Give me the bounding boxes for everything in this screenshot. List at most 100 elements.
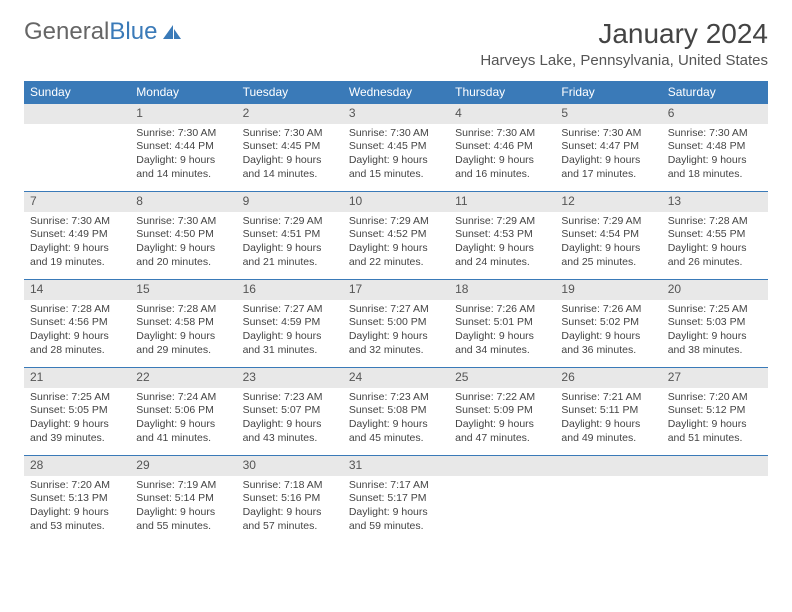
day-number: 10 <box>343 192 449 212</box>
daylight-line: Daylight: 9 hours and 59 minutes. <box>349 506 443 533</box>
sunset-line: Sunset: 5:17 PM <box>349 492 443 506</box>
day-number: 19 <box>555 280 661 300</box>
daylight-line: Daylight: 9 hours and 57 minutes. <box>243 506 337 533</box>
day-details: Sunrise: 7:19 AMSunset: 5:14 PMDaylight:… <box>130 476 236 540</box>
sunset-line: Sunset: 5:14 PM <box>136 492 230 506</box>
sunset-line: Sunset: 4:59 PM <box>243 316 337 330</box>
calendar-day-cell: 16Sunrise: 7:27 AMSunset: 4:59 PMDayligh… <box>237 280 343 368</box>
day-details: Sunrise: 7:30 AMSunset: 4:45 PMDaylight:… <box>343 124 449 188</box>
calendar-day-cell: 17Sunrise: 7:27 AMSunset: 5:00 PMDayligh… <box>343 280 449 368</box>
day-details: Sunrise: 7:27 AMSunset: 4:59 PMDaylight:… <box>237 300 343 364</box>
calendar-day-cell: 23Sunrise: 7:23 AMSunset: 5:07 PMDayligh… <box>237 368 343 456</box>
day-details: Sunrise: 7:29 AMSunset: 4:54 PMDaylight:… <box>555 212 661 276</box>
sunrise-line: Sunrise: 7:29 AM <box>455 215 549 229</box>
day-details: Sunrise: 7:30 AMSunset: 4:45 PMDaylight:… <box>237 124 343 188</box>
weekday-header: Sunday <box>24 81 130 104</box>
calendar-day-cell: 26Sunrise: 7:21 AMSunset: 5:11 PMDayligh… <box>555 368 661 456</box>
calendar-day-cell: 9Sunrise: 7:29 AMSunset: 4:51 PMDaylight… <box>237 192 343 280</box>
daylight-line: Daylight: 9 hours and 28 minutes. <box>30 330 124 357</box>
sunrise-line: Sunrise: 7:27 AM <box>243 303 337 317</box>
day-details: Sunrise: 7:27 AMSunset: 5:00 PMDaylight:… <box>343 300 449 364</box>
sunrise-line: Sunrise: 7:20 AM <box>30 479 124 493</box>
day-number: 2 <box>237 104 343 124</box>
daylight-line: Daylight: 9 hours and 47 minutes. <box>455 418 549 445</box>
calendar-day-cell: 12Sunrise: 7:29 AMSunset: 4:54 PMDayligh… <box>555 192 661 280</box>
day-number: 30 <box>237 456 343 476</box>
calendar-day-cell: 21Sunrise: 7:25 AMSunset: 5:05 PMDayligh… <box>24 368 130 456</box>
sunrise-line: Sunrise: 7:26 AM <box>561 303 655 317</box>
day-details: Sunrise: 7:24 AMSunset: 5:06 PMDaylight:… <box>130 388 236 452</box>
calendar-day-cell: 6Sunrise: 7:30 AMSunset: 4:48 PMDaylight… <box>662 104 768 192</box>
sunrise-line: Sunrise: 7:29 AM <box>349 215 443 229</box>
day-details: Sunrise: 7:17 AMSunset: 5:17 PMDaylight:… <box>343 476 449 540</box>
sunrise-line: Sunrise: 7:29 AM <box>243 215 337 229</box>
calendar-week-row: 7Sunrise: 7:30 AMSunset: 4:49 PMDaylight… <box>24 192 768 280</box>
sunrise-line: Sunrise: 7:24 AM <box>136 391 230 405</box>
day-number: 21 <box>24 368 130 388</box>
day-details: Sunrise: 7:29 AMSunset: 4:51 PMDaylight:… <box>237 212 343 276</box>
calendar-day-cell: 3Sunrise: 7:30 AMSunset: 4:45 PMDaylight… <box>343 104 449 192</box>
sunrise-line: Sunrise: 7:27 AM <box>349 303 443 317</box>
calendar-day-cell: 7Sunrise: 7:30 AMSunset: 4:49 PMDaylight… <box>24 192 130 280</box>
calendar-day-cell: 1Sunrise: 7:30 AMSunset: 4:44 PMDaylight… <box>130 104 236 192</box>
day-number: 15 <box>130 280 236 300</box>
day-details: Sunrise: 7:30 AMSunset: 4:49 PMDaylight:… <box>24 212 130 276</box>
weekday-header-row: SundayMondayTuesdayWednesdayThursdayFrid… <box>24 81 768 104</box>
daylight-line: Daylight: 9 hours and 20 minutes. <box>136 242 230 269</box>
sunrise-line: Sunrise: 7:20 AM <box>668 391 762 405</box>
day-details: Sunrise: 7:20 AMSunset: 5:13 PMDaylight:… <box>24 476 130 540</box>
sunrise-line: Sunrise: 7:30 AM <box>561 127 655 141</box>
day-details: Sunrise: 7:28 AMSunset: 4:56 PMDaylight:… <box>24 300 130 364</box>
day-number: 17 <box>343 280 449 300</box>
day-number: 27 <box>662 368 768 388</box>
daylight-line: Daylight: 9 hours and 29 minutes. <box>136 330 230 357</box>
daylight-line: Daylight: 9 hours and 55 minutes. <box>136 506 230 533</box>
calendar-day-cell: 20Sunrise: 7:25 AMSunset: 5:03 PMDayligh… <box>662 280 768 368</box>
sunset-line: Sunset: 5:05 PM <box>30 404 124 418</box>
day-details: Sunrise: 7:22 AMSunset: 5:09 PMDaylight:… <box>449 388 555 452</box>
day-number: 23 <box>237 368 343 388</box>
day-details: Sunrise: 7:30 AMSunset: 4:44 PMDaylight:… <box>130 124 236 188</box>
sunset-line: Sunset: 4:56 PM <box>30 316 124 330</box>
sunset-line: Sunset: 5:09 PM <box>455 404 549 418</box>
day-details: Sunrise: 7:25 AMSunset: 5:03 PMDaylight:… <box>662 300 768 364</box>
daylight-line: Daylight: 9 hours and 45 minutes. <box>349 418 443 445</box>
day-number: 22 <box>130 368 236 388</box>
calendar-day-cell <box>555 456 661 544</box>
calendar-table: SundayMondayTuesdayWednesdayThursdayFrid… <box>24 81 768 544</box>
daylight-line: Daylight: 9 hours and 14 minutes. <box>136 154 230 181</box>
day-number: 28 <box>24 456 130 476</box>
sunrise-line: Sunrise: 7:30 AM <box>349 127 443 141</box>
daylight-line: Daylight: 9 hours and 32 minutes. <box>349 330 443 357</box>
day-details: Sunrise: 7:30 AMSunset: 4:48 PMDaylight:… <box>662 124 768 188</box>
calendar-day-cell: 30Sunrise: 7:18 AMSunset: 5:16 PMDayligh… <box>237 456 343 544</box>
calendar-day-cell <box>24 104 130 192</box>
month-title: January 2024 <box>480 18 768 50</box>
day-details: Sunrise: 7:30 AMSunset: 4:50 PMDaylight:… <box>130 212 236 276</box>
day-number: 8 <box>130 192 236 212</box>
sunset-line: Sunset: 4:53 PM <box>455 228 549 242</box>
day-number: 1 <box>130 104 236 124</box>
day-details: Sunrise: 7:23 AMSunset: 5:08 PMDaylight:… <box>343 388 449 452</box>
day-number: 31 <box>343 456 449 476</box>
calendar-day-cell: 31Sunrise: 7:17 AMSunset: 5:17 PMDayligh… <box>343 456 449 544</box>
day-number: 16 <box>237 280 343 300</box>
daylight-line: Daylight: 9 hours and 34 minutes. <box>455 330 549 357</box>
day-number: 20 <box>662 280 768 300</box>
daylight-line: Daylight: 9 hours and 49 minutes. <box>561 418 655 445</box>
calendar-day-cell: 15Sunrise: 7:28 AMSunset: 4:58 PMDayligh… <box>130 280 236 368</box>
logo: GeneralBlue <box>24 18 183 46</box>
calendar-day-cell: 4Sunrise: 7:30 AMSunset: 4:46 PMDaylight… <box>449 104 555 192</box>
day-number: 14 <box>24 280 130 300</box>
day-details: Sunrise: 7:18 AMSunset: 5:16 PMDaylight:… <box>237 476 343 540</box>
sunrise-line: Sunrise: 7:25 AM <box>668 303 762 317</box>
calendar-day-cell: 27Sunrise: 7:20 AMSunset: 5:12 PMDayligh… <box>662 368 768 456</box>
sunset-line: Sunset: 4:44 PM <box>136 140 230 154</box>
sunrise-line: Sunrise: 7:29 AM <box>561 215 655 229</box>
sunrise-line: Sunrise: 7:23 AM <box>349 391 443 405</box>
sunset-line: Sunset: 4:47 PM <box>561 140 655 154</box>
sunrise-line: Sunrise: 7:28 AM <box>30 303 124 317</box>
daylight-line: Daylight: 9 hours and 25 minutes. <box>561 242 655 269</box>
weekday-header: Saturday <box>662 81 768 104</box>
day-number: 18 <box>449 280 555 300</box>
